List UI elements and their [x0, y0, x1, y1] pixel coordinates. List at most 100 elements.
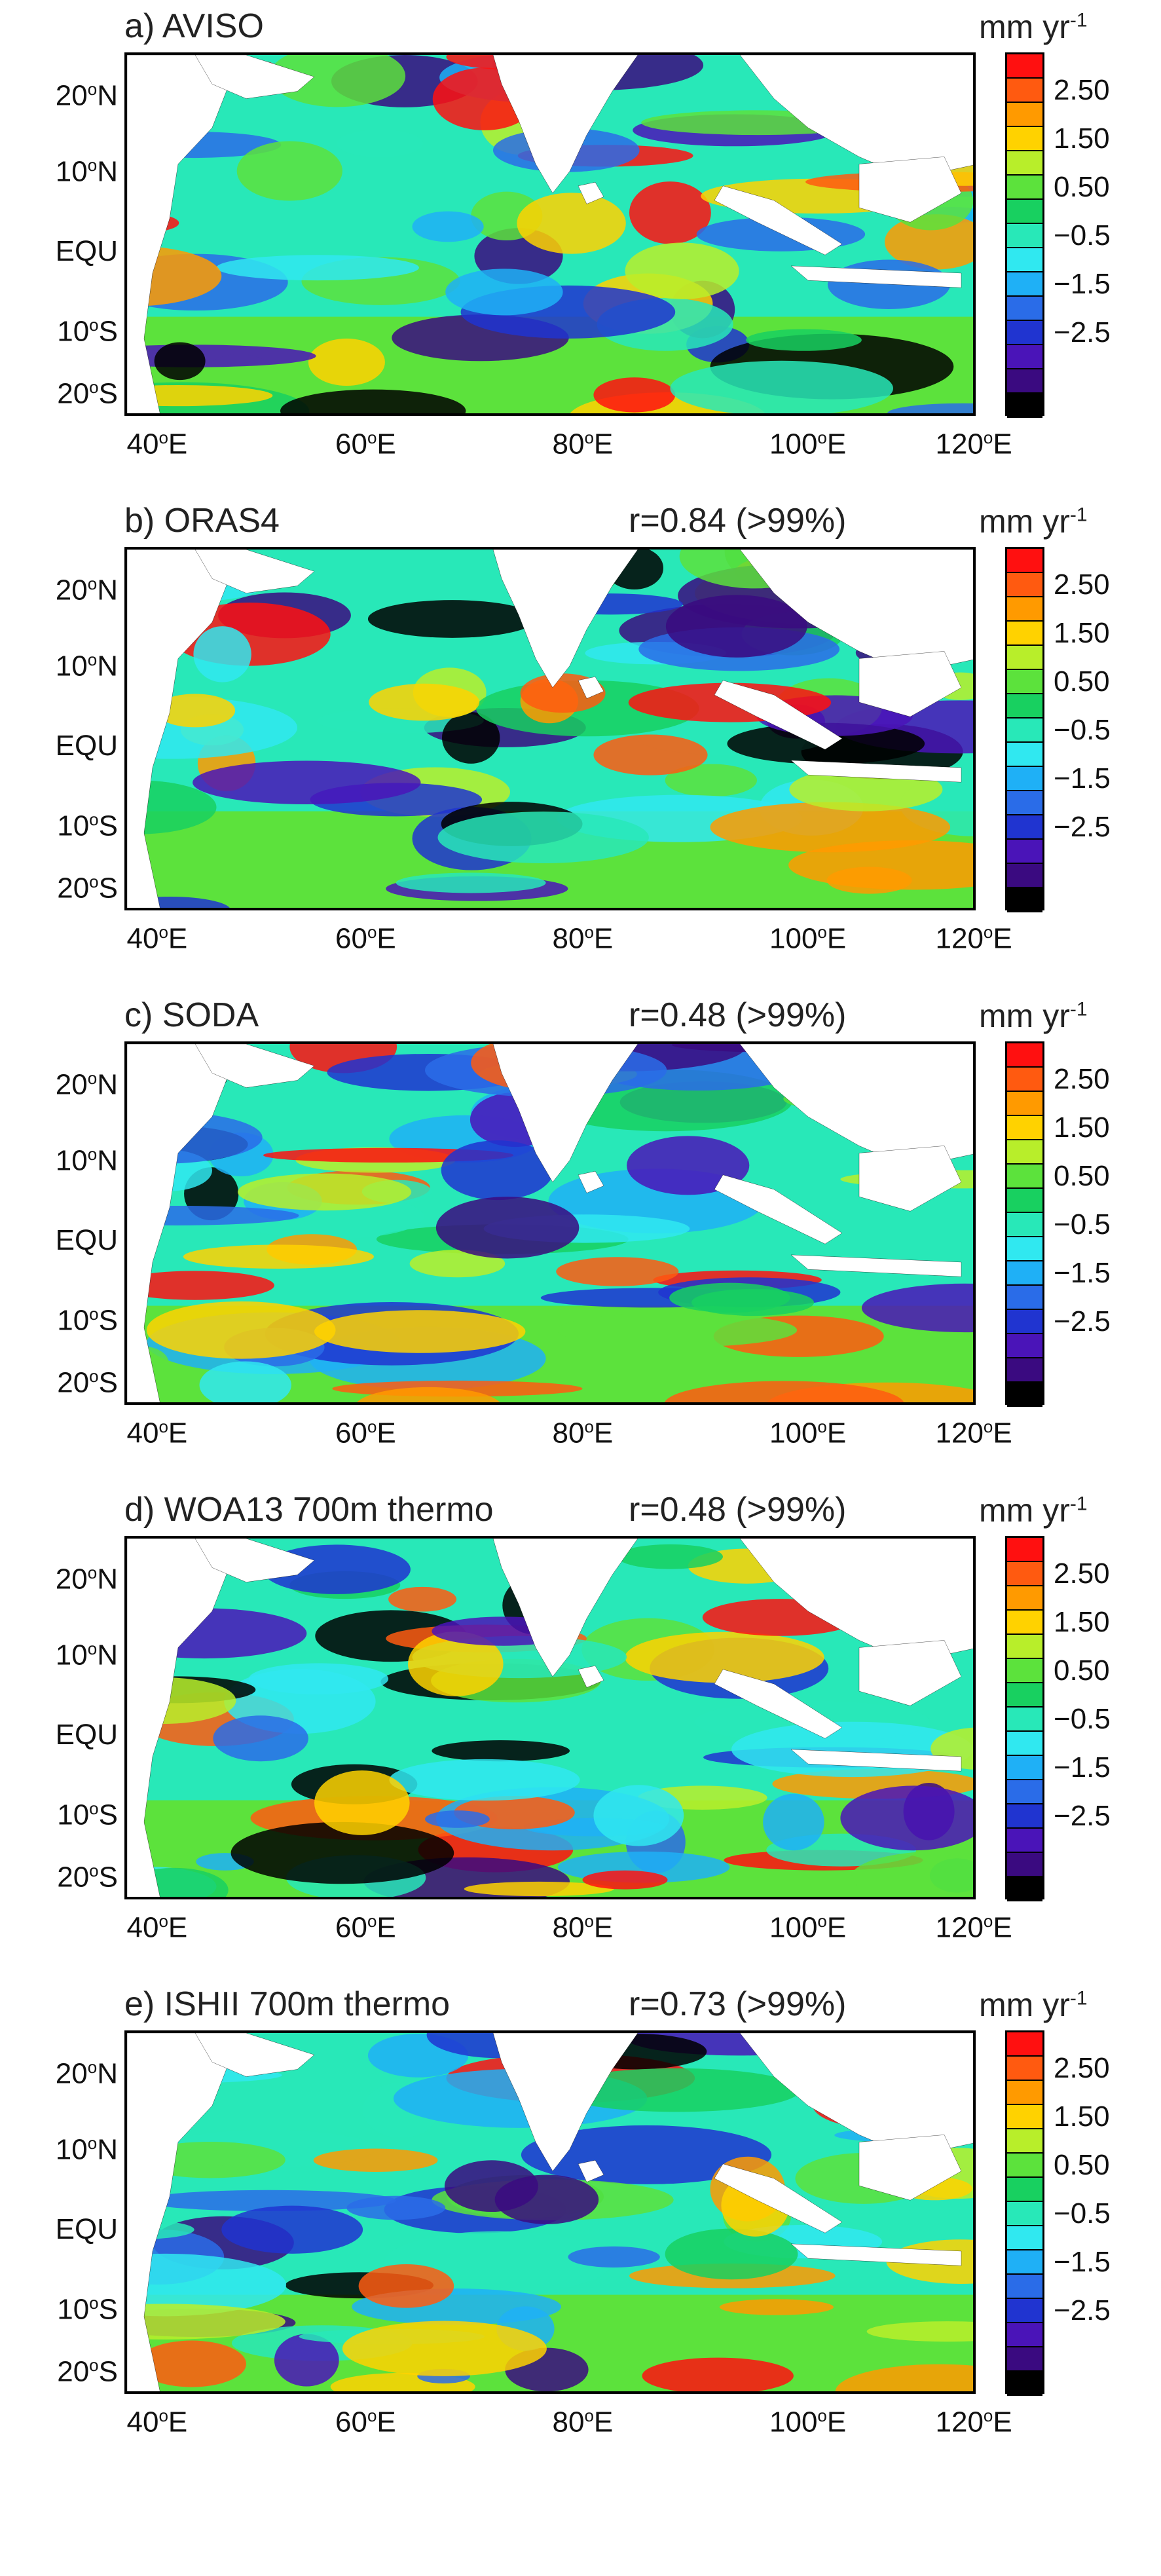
- correlation-label: r=0.73 (>99%): [629, 1985, 847, 2023]
- colorbar-segment: [1007, 646, 1042, 670]
- field-blob: [432, 1740, 570, 1762]
- latitude-tick-label: 10oN: [55, 1144, 118, 1177]
- land-mask: [493, 2033, 638, 2171]
- field-blob: [629, 181, 711, 244]
- field-blob: [642, 2357, 794, 2391]
- colorbar-segment: [1007, 1538, 1042, 1562]
- latitude-tick-label: EQU: [55, 2213, 118, 2246]
- colorbar-tick-label: 0.50: [1054, 2149, 1110, 2181]
- field-blob: [142, 2190, 396, 2211]
- land-mask: [578, 1666, 604, 1687]
- longitude-tick-label: 100oE: [769, 428, 847, 460]
- colorbar-segment: [1007, 127, 1042, 151]
- units-text: mm yr: [979, 1492, 1070, 1529]
- colorbar-segment: [1007, 767, 1042, 791]
- colorbar-tick-label: −0.5: [1054, 1703, 1111, 1735]
- units-exponent: -1: [1069, 998, 1088, 1020]
- field-blob: [517, 193, 626, 254]
- field-blob: [248, 1663, 389, 1695]
- colorbar: [1005, 547, 1044, 912]
- field-blob: [236, 141, 342, 201]
- colorbar-segment: [1007, 151, 1042, 176]
- colorbar-tick-label: 1.50: [1054, 2100, 1110, 2133]
- field-blob: [445, 269, 563, 316]
- latitude-tick-label: 20oS: [57, 1860, 118, 1894]
- colorbar-segment: [1007, 1237, 1042, 1261]
- colorbar-segment: [1007, 1804, 1042, 1829]
- map-panel: [124, 547, 976, 910]
- colorbar-tick-label: 0.50: [1054, 1654, 1110, 1687]
- field-blob: [274, 2334, 339, 2387]
- latitude-tick-label: 10oN: [55, 155, 118, 188]
- colorbar-segment: [1007, 2081, 1042, 2105]
- colorbar-segment: [1007, 840, 1042, 864]
- field-blob: [826, 867, 912, 894]
- colorbar-segment: [1007, 1683, 1042, 1708]
- field-blob: [127, 1205, 299, 1225]
- latitude-tick-label: 10oN: [55, 1639, 118, 1671]
- latitude-tick-label: EQU: [55, 1719, 118, 1751]
- units-label: mm yr-1: [979, 1986, 1088, 2024]
- land-mask: [493, 1539, 638, 1677]
- colorbar-segment: [1007, 1756, 1042, 1780]
- colorbar-segment: [1007, 345, 1042, 369]
- colorbar-segment: [1007, 1068, 1042, 1092]
- land-mask: [578, 2160, 604, 2182]
- colorbar-segment: [1007, 1116, 1042, 1140]
- colorbar-segment: [1007, 719, 1042, 743]
- longitude-tick-label: 120oE: [935, 2406, 1012, 2438]
- colorbar-tick-label: 2.50: [1054, 569, 1110, 601]
- colorbar-tick-label: 2.50: [1054, 1063, 1110, 1095]
- colorbar-segment: [1007, 103, 1042, 127]
- field-blob: [464, 1881, 614, 1897]
- correlation-label: r=0.48 (>99%): [629, 996, 847, 1034]
- colorbar-segment: [1007, 248, 1042, 272]
- colorbar-segment: [1007, 2057, 1042, 2081]
- colorbar-segment: [1007, 1853, 1042, 1877]
- map-field: [127, 1539, 973, 1897]
- field-blob: [127, 780, 217, 834]
- colorbar-tick-label: −0.5: [1054, 714, 1111, 746]
- field-blob: [593, 734, 708, 775]
- field-blob: [146, 1301, 336, 1359]
- colorbar-segment: [1007, 369, 1042, 394]
- field-blob: [840, 1785, 973, 1851]
- colorbar-segment: [1007, 2129, 1042, 2154]
- longitude-tick-label: 80oE: [552, 1911, 614, 1944]
- field-blob: [617, 1544, 723, 1569]
- longitude-tick-label: 120oE: [935, 922, 1012, 955]
- land-mask: [195, 550, 314, 593]
- field-blob: [412, 211, 484, 242]
- colorbar-segment: [1007, 888, 1042, 912]
- colorbar-segment: [1007, 622, 1042, 646]
- field-blob: [691, 1289, 815, 1316]
- colorbar-segment: [1007, 2299, 1042, 2323]
- field-blob: [389, 1759, 580, 1801]
- colorbar-segment: [1007, 1635, 1042, 1659]
- field-blob: [437, 812, 649, 863]
- field-blob: [710, 802, 951, 853]
- colorbar: [1005, 2030, 1044, 2396]
- latitude-tick-label: 20oS: [57, 2355, 118, 2388]
- latitude-tick-label: 20oN: [55, 2057, 118, 2090]
- land-mask: [859, 2135, 961, 2200]
- field-blob: [314, 1310, 526, 1353]
- field-blob: [193, 760, 421, 805]
- colorbar-tick-label: −0.5: [1054, 2197, 1111, 2230]
- land-mask: [791, 2244, 961, 2266]
- land-mask: [493, 55, 638, 193]
- field-blob: [358, 2264, 454, 2308]
- units-label: mm yr-1: [979, 997, 1088, 1035]
- latitude-tick-label: 20oN: [55, 79, 118, 112]
- field-blob: [388, 1586, 457, 1612]
- field-blob: [719, 2299, 834, 2315]
- land-mask: [195, 2033, 314, 2077]
- field-blob: [409, 1250, 506, 1278]
- field-blob: [593, 1785, 684, 1846]
- latitude-tick-label: EQU: [55, 1224, 118, 1257]
- colorbar-segment: [1007, 1286, 1042, 1310]
- longitude-tick-label: 40oE: [126, 1911, 188, 1944]
- field-blob: [280, 389, 466, 413]
- units-text: mm yr: [979, 503, 1070, 540]
